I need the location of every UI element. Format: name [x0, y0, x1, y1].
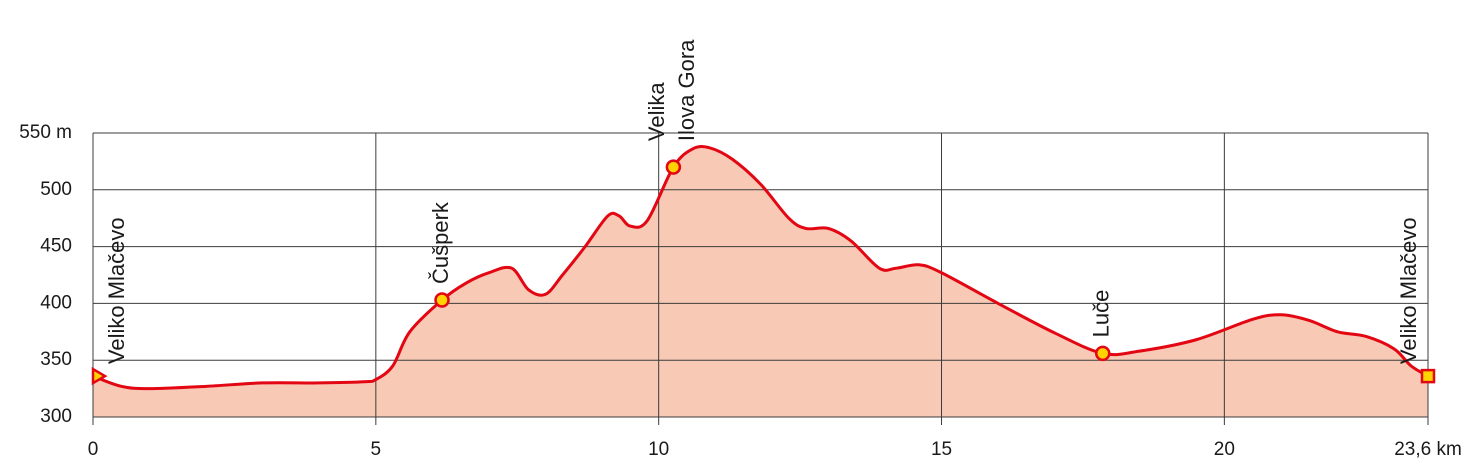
waypoint-label: Luče — [1089, 290, 1114, 338]
y-tick-label: 450 — [40, 236, 72, 257]
profile-line — [92, 144, 1429, 391]
waypoint-marker — [1094, 345, 1111, 362]
y-tick-label: 550 m — [19, 122, 72, 143]
waypoint-marker — [1420, 368, 1436, 384]
y-tick-label: 350 — [40, 349, 72, 370]
x-tick-label: 15 — [931, 439, 952, 460]
area-fill — [93, 146, 1428, 417]
y-tick-label: 300 — [40, 406, 72, 427]
y-tick-label: 400 — [40, 292, 72, 313]
waypoint-marker — [434, 292, 450, 308]
x-tick-label: 5 — [371, 439, 382, 460]
waypoint-label: Velika — [644, 82, 669, 141]
waypoint-label: Veliko Mlačevo — [1396, 217, 1421, 364]
waypoint-label: Ilova Gora — [674, 39, 699, 141]
y-tick-label: 500 — [40, 179, 72, 200]
waypoint-label: Čušperk — [428, 201, 453, 284]
x-tick-label: 23,6 km — [1394, 439, 1462, 460]
waypoint-marker — [91, 366, 108, 386]
waypoint-marker — [665, 159, 682, 175]
x-tick-label: 10 — [648, 439, 669, 460]
x-tick-label: 20 — [1214, 439, 1235, 460]
waypoint-label: Veliko Mlačevo — [104, 217, 129, 364]
x-tick-label: 0 — [88, 439, 99, 460]
